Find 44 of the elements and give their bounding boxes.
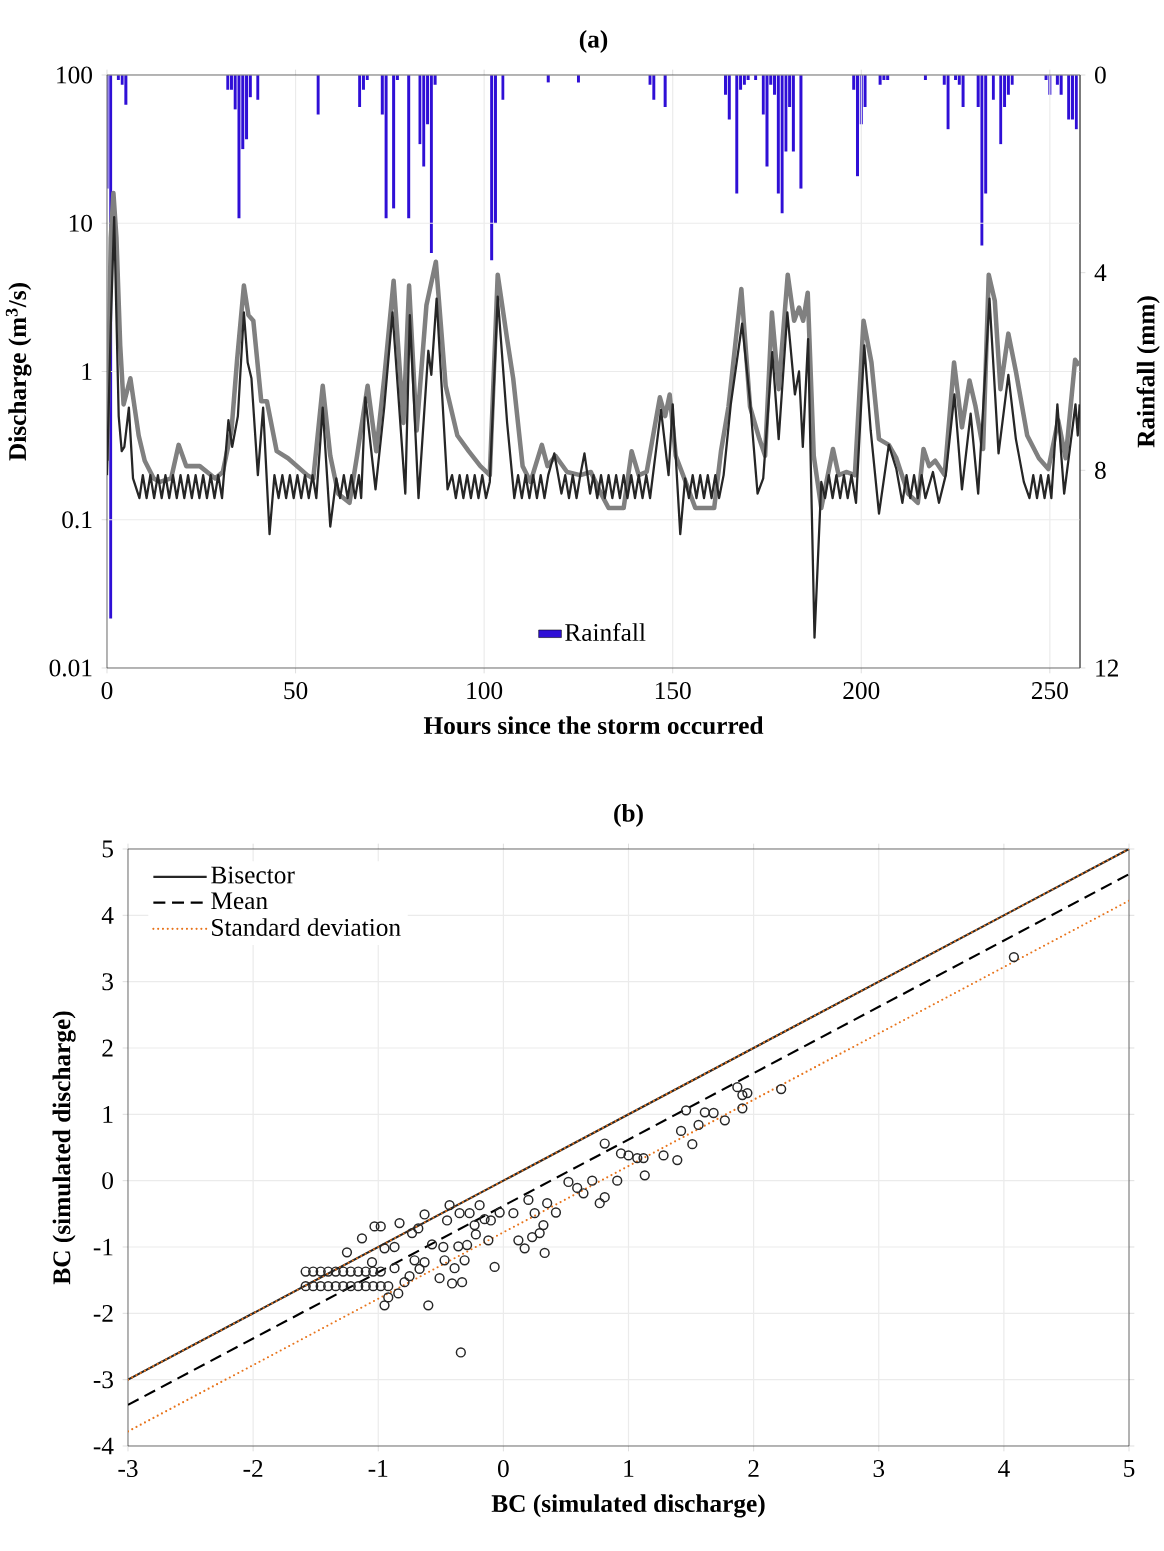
x-tick-label: 3 [873,1460,885,1478]
chart-title: (b) [614,803,643,827]
legend-label: Bisector [211,866,295,884]
y-axis-title: Discharge (m$^{3}$/s) [5,283,32,461]
y-tick-label: 0.01 [49,659,92,677]
y-axis-title: BC (simulated discharge) [52,1011,76,1285]
y-tick-label: 10 [69,214,92,232]
y-tick-label: -3 [93,1371,113,1389]
y-tick-label: 0 [102,1172,113,1190]
y-tick-label: 4 [1094,264,1107,281]
x-tick-label: 5 [1124,1460,1135,1477]
y-tick-label: 4 [101,907,114,924]
y-tick-label: 8 [1095,461,1106,479]
x-tick-label: 1 [624,1460,634,1477]
y-axis-title: Rainfall (mm) [1136,296,1160,448]
y-tick-label: 0.1 [62,511,92,529]
y-tick-label: 12 [1096,659,1118,677]
x-tick-label: 150 [655,682,691,700]
x-tick-label: 4 [998,1460,1010,1477]
y-tick-label: 5 [102,840,113,858]
y-tick-label: 100 [57,66,92,84]
x-tick-label: 200 [843,682,880,700]
legend-label: Mean [211,892,268,910]
y-tick-label: 1 [103,1105,113,1123]
y-tick-label: -4 [93,1437,114,1455]
x-tick-label: -1 [368,1460,388,1477]
y-tick-label: 0 [1095,66,1106,84]
legend-label: Standard deviation [212,918,401,936]
chart-title: (a) [579,29,608,53]
y-tick-label: 3 [102,973,113,991]
x-axis-title: Hours since the storm occurred [423,716,764,735]
x-axis-title: BC (simulated discharge) [491,1494,765,1518]
x-tick-label: 50 [284,682,308,700]
y-tick-label: -2 [93,1304,113,1322]
x-tick-label: 2 [748,1460,759,1477]
x-tick-label: -3 [118,1460,138,1478]
y-tick-label: -1 [93,1238,113,1256]
x-tick-label: -2 [243,1460,263,1477]
y-tick-label: 2 [102,1039,113,1057]
x-tick-label: 100 [467,682,503,700]
y-tick-label: 1 [82,363,92,380]
x-tick-label: 250 [1031,682,1068,700]
x-tick-label: 0 [498,1460,509,1478]
legend-label: Rainfall [565,622,646,642]
